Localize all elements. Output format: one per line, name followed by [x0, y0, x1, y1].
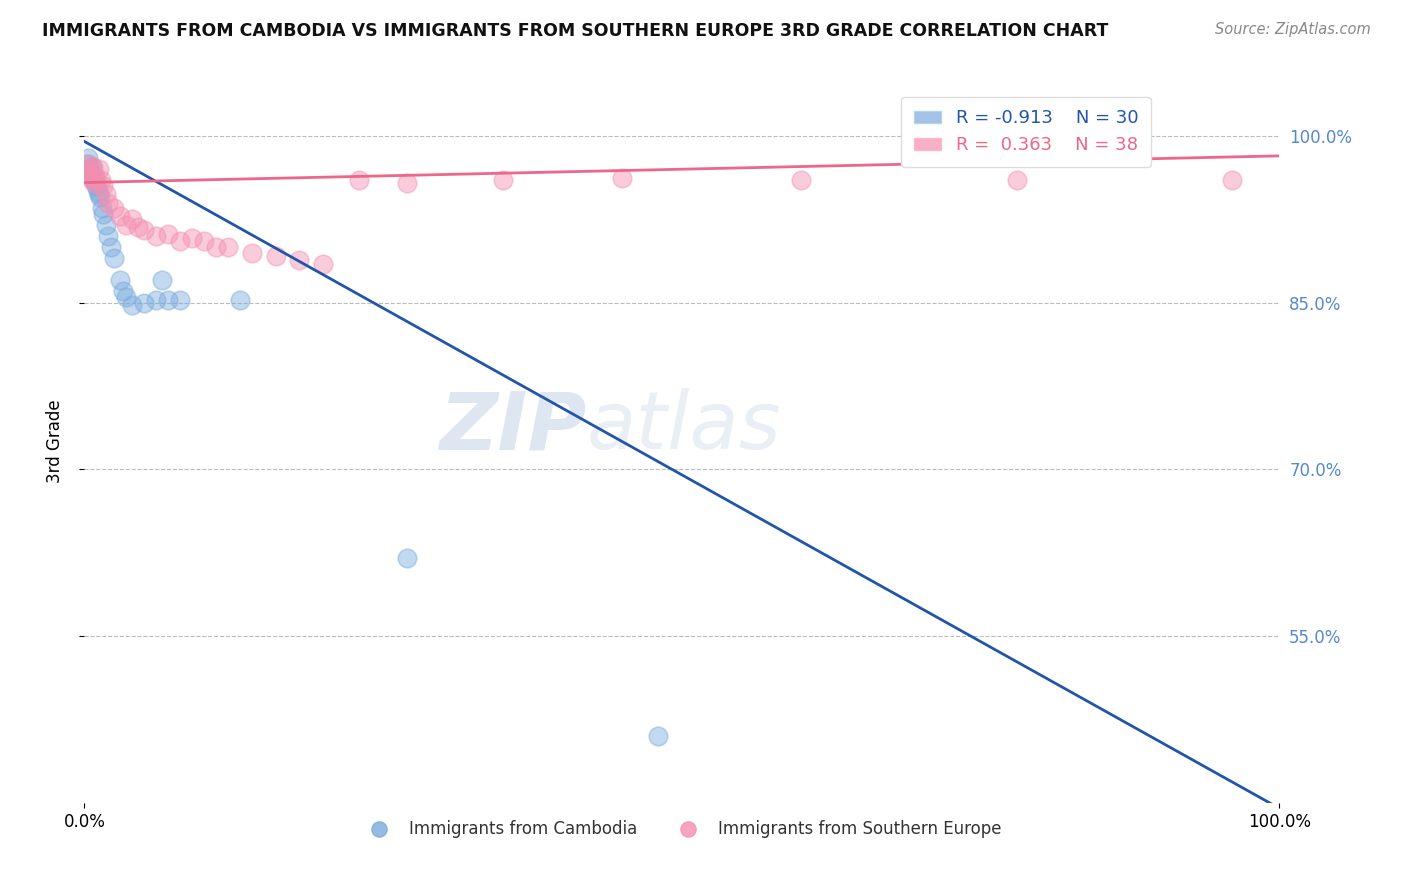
- Point: [89, 190, 111, 204]
- Point: [229, 293, 252, 308]
- Point: [76, 168, 98, 182]
- Point: [169, 293, 191, 308]
- Point: [77, 156, 100, 170]
- Point: [83, 168, 105, 182]
- Point: [790, 173, 813, 187]
- Point: [83, 173, 105, 187]
- Point: [87, 162, 110, 177]
- Point: [87, 186, 110, 201]
- Point: [79, 164, 101, 178]
- Point: [115, 290, 138, 304]
- Point: [396, 176, 419, 190]
- Point: [76, 156, 98, 170]
- Point: [288, 253, 311, 268]
- Point: [115, 218, 138, 232]
- Point: [93, 207, 115, 221]
- Point: [84, 176, 107, 190]
- Y-axis label: 3rd Grade: 3rd Grade: [45, 400, 63, 483]
- Point: [312, 257, 335, 271]
- Point: [103, 201, 125, 215]
- Point: [79, 164, 101, 178]
- Point: [91, 201, 114, 215]
- Point: [150, 273, 173, 287]
- Point: [181, 231, 204, 245]
- Point: [264, 249, 287, 263]
- Point: [121, 298, 143, 312]
- Point: [94, 218, 117, 232]
- Point: [82, 168, 104, 182]
- Point: [132, 223, 156, 237]
- Text: atlas: atlas: [586, 388, 782, 467]
- Point: [110, 209, 132, 223]
- Point: [77, 151, 100, 165]
- Point: [84, 176, 107, 190]
- Point: [97, 228, 120, 243]
- Text: IMMIGRANTS FROM CAMBODIA VS IMMIGRANTS FROM SOUTHERN EUROPE 3RD GRADE CORRELATIO: IMMIGRANTS FROM CAMBODIA VS IMMIGRANTS F…: [42, 22, 1108, 40]
- Point: [169, 235, 191, 249]
- Point: [612, 171, 634, 186]
- Point: [86, 178, 108, 193]
- Point: [240, 245, 263, 260]
- Point: [157, 227, 180, 241]
- Point: [80, 160, 103, 174]
- Point: [86, 185, 108, 199]
- Point: [396, 551, 419, 566]
- Point: [90, 173, 112, 187]
- Point: [80, 173, 103, 187]
- Point: [111, 285, 134, 299]
- Point: [77, 162, 100, 177]
- Point: [145, 293, 167, 308]
- Point: [97, 195, 120, 210]
- Point: [217, 240, 239, 254]
- Point: [145, 228, 167, 243]
- Legend: Immigrants from Cambodia, Immigrants from Southern Europe: Immigrants from Cambodia, Immigrants fro…: [356, 814, 1008, 845]
- Point: [1005, 173, 1028, 187]
- Point: [157, 293, 180, 308]
- Point: [1220, 173, 1243, 187]
- Text: ZIP: ZIP: [439, 388, 586, 467]
- Point: [132, 295, 156, 310]
- Point: [121, 212, 143, 227]
- Point: [205, 240, 228, 254]
- Point: [93, 178, 115, 193]
- Point: [647, 729, 669, 743]
- Point: [127, 219, 149, 234]
- Point: [103, 251, 125, 265]
- Point: [110, 273, 132, 287]
- Point: [492, 173, 515, 187]
- Point: [100, 240, 122, 254]
- Text: Source: ZipAtlas.com: Source: ZipAtlas.com: [1215, 22, 1371, 37]
- Point: [77, 162, 100, 177]
- Point: [94, 186, 117, 201]
- Point: [82, 160, 104, 174]
- Point: [349, 173, 371, 187]
- Point: [86, 171, 108, 186]
- Point: [193, 235, 215, 249]
